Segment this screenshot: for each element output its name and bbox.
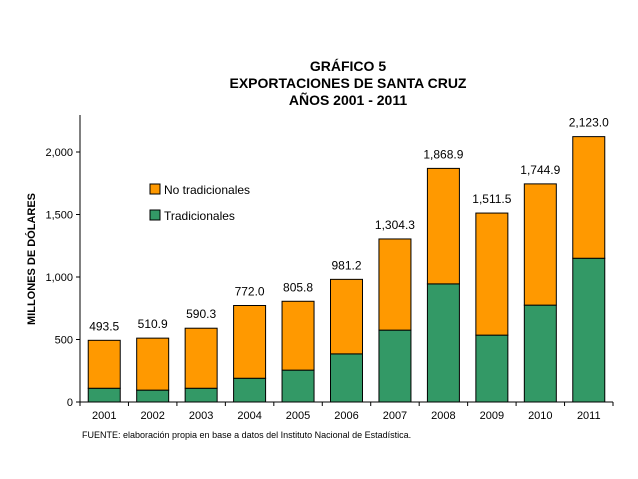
bar-tradicionales: [136, 389, 170, 403]
bar-no-tradicionales: [184, 327, 218, 389]
x-tick-label: 2009: [480, 410, 504, 422]
y-tick-label: 2,000: [45, 147, 73, 159]
bar-tradicionales: [378, 329, 412, 403]
bar-total-label: 981.2: [331, 258, 361, 272]
legend-label-tradicionales: Tradicionales: [164, 209, 235, 223]
bar-no-tradicionales: [475, 212, 509, 336]
x-tick-label: 2003: [189, 410, 213, 422]
x-tick-label: 2004: [237, 410, 261, 422]
bar-no-tradicionales: [572, 136, 606, 259]
bar-total-label: 772.0: [235, 285, 265, 299]
x-tick-label: 2001: [92, 410, 116, 422]
bar-total-label: 590.3: [186, 307, 216, 321]
x-tick-label: 2007: [383, 410, 407, 422]
y-tick-label: 1,000: [45, 272, 73, 284]
bar-no-tradicionales: [330, 278, 363, 355]
bar-no-tradicionales: [426, 167, 460, 285]
bar-no-tradicionales: [136, 337, 170, 391]
bar-tradicionales: [523, 304, 557, 403]
x-tick-label: 2011: [577, 410, 601, 422]
bar-tradicionales: [426, 283, 460, 403]
bar-total-label: 1,868.9: [423, 147, 463, 161]
x-tick-label: 2010: [528, 410, 552, 422]
bar-tradicionales: [572, 257, 606, 403]
bar-no-tradicionales: [523, 183, 557, 306]
y-tick-label: 0: [67, 397, 73, 409]
legend-label-no-tradicionales: No tradicionales: [164, 183, 250, 197]
legend-swatch-tradicionales: [149, 209, 161, 221]
y-tick-label: 1,500: [45, 210, 73, 222]
bar-total-label: 1,744.9: [520, 163, 560, 177]
bar-total-label: 493.5: [89, 319, 119, 333]
bar-no-tradicionales: [378, 238, 412, 331]
y-tick-label: 500: [55, 335, 73, 347]
bar-total-label: 2,123.0: [569, 116, 609, 130]
bar-no-tradicionales: [281, 300, 315, 371]
chart-title: GRÁFICO 5 EXPORTACIONES DE SANTA CRUZ AÑ…: [0, 58, 638, 109]
bar-total-label: 510.9: [138, 317, 168, 331]
x-tick-label: 2005: [286, 410, 310, 422]
bar-tradicionales: [281, 369, 315, 403]
source-footnote: FUENTE: elaboración propia en base a dat…: [82, 430, 412, 440]
chart-title-line-1: GRÁFICO 5: [309, 58, 387, 74]
bar-no-tradicionales: [233, 305, 267, 379]
x-tick-label: 2008: [431, 410, 455, 422]
bar-tradicionales: [330, 353, 363, 403]
bar-total-label: 1,511.5: [472, 192, 511, 206]
bar-no-tradicionales: [87, 339, 121, 389]
bar-total-label: 1,304.3: [375, 218, 415, 232]
chart-title-line-3: AÑOS 2001 - 2011: [288, 92, 408, 108]
bar-total-label: 805.8: [283, 280, 313, 294]
bar-tradicionales: [233, 377, 267, 403]
bar-tradicionales: [87, 387, 121, 403]
x-tick-label: 2006: [334, 410, 358, 422]
bar-tradicionales: [184, 387, 218, 403]
chart-title-line-2: EXPORTACIONES DE SANTA CRUZ: [229, 75, 467, 91]
y-axis-label: MILLONES DE DÓLARES: [25, 193, 38, 325]
legend-swatch-no-tradicionales: [149, 183, 161, 195]
bar-tradicionales: [475, 334, 509, 403]
x-tick-label: 2002: [140, 410, 164, 422]
